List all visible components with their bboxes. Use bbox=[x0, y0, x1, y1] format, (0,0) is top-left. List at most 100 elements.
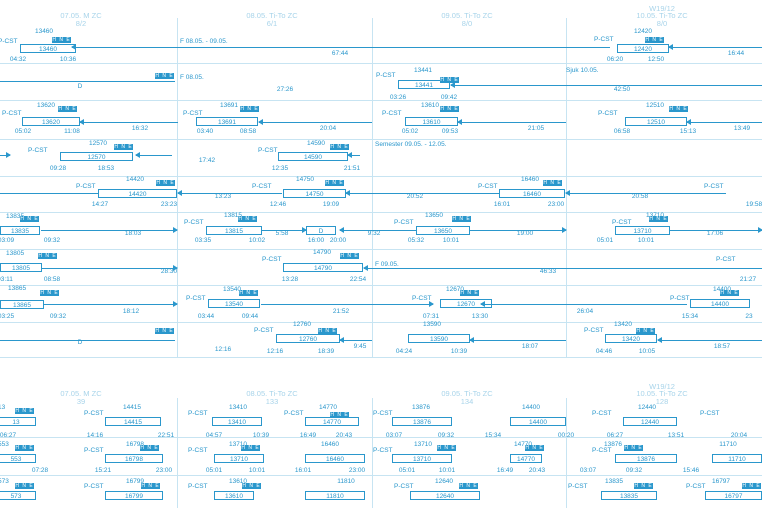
shift-block[interactable]: 11810 bbox=[305, 491, 365, 500]
shift-block[interactable]: 14415 bbox=[105, 417, 161, 426]
time-label: 16460 bbox=[520, 176, 540, 183]
shift-block[interactable]: 16799 bbox=[105, 491, 163, 500]
status-badge: H N E bbox=[340, 253, 359, 259]
time-label: 17:42 bbox=[198, 157, 216, 164]
time-label: 13:51 bbox=[667, 432, 685, 439]
shift-label: Semester 09.05. - 12.05. bbox=[375, 141, 447, 148]
shift-block[interactable]: 12420 bbox=[617, 44, 669, 53]
shift-block[interactable]: 13835 bbox=[0, 226, 40, 235]
row-divider bbox=[0, 437, 762, 438]
shift-block[interactable]: 12570 bbox=[60, 152, 133, 161]
time-label: 07:31 bbox=[422, 313, 440, 320]
shift-label: P-CST bbox=[592, 410, 612, 417]
shift-label: P-CST bbox=[252, 183, 272, 190]
shift-block[interactable]: 573 bbox=[0, 491, 36, 500]
shift-block[interactable]: 13805 bbox=[0, 263, 42, 272]
shift-block[interactable]: 16460 bbox=[499, 189, 565, 198]
time-label: 18:57 bbox=[713, 343, 731, 350]
time-label: 12440 bbox=[637, 404, 657, 411]
shift-block[interactable]: 13420 bbox=[605, 334, 657, 343]
status-badge: H N E bbox=[459, 483, 478, 489]
shift-block[interactable]: 16798 bbox=[105, 454, 163, 463]
shift-block[interactable]: 13610 bbox=[214, 491, 254, 500]
shift-label: P-CST bbox=[686, 483, 706, 490]
time-label: 5:58 bbox=[275, 230, 289, 237]
shift-block[interactable]: 14400 bbox=[510, 417, 566, 426]
shift-block[interactable]: 13815 bbox=[206, 226, 262, 235]
shift-block[interactable]: 11710 bbox=[712, 454, 762, 463]
shift-block[interactable]: 13865 bbox=[0, 300, 44, 309]
shift-block[interactable]: 13876 bbox=[615, 454, 677, 463]
time-label: 20:04 bbox=[319, 125, 337, 132]
status-badge: H N E bbox=[155, 73, 174, 79]
shift-label: 13835 bbox=[6, 213, 25, 220]
shift-block[interactable]: 14770 bbox=[305, 417, 359, 426]
shift-block[interactable]: 16797 bbox=[705, 491, 762, 500]
shift-block[interactable]: 12640 bbox=[410, 491, 480, 500]
time-label: 13410 bbox=[228, 404, 248, 411]
shift-block[interactable]: 12670 bbox=[440, 299, 492, 308]
time-label: 14400 bbox=[521, 404, 541, 411]
time-label: 03:35 bbox=[194, 237, 212, 244]
shift-block[interactable]: 13710 bbox=[615, 226, 670, 235]
time-label: 13460 bbox=[34, 28, 54, 35]
shift-block[interactable]: 13460 bbox=[20, 44, 76, 53]
shift-block[interactable]: 14590 bbox=[278, 152, 348, 161]
time-label: 03:25 bbox=[0, 313, 15, 320]
time-label: 12420 bbox=[633, 28, 653, 35]
shift-block[interactable]: 14790 bbox=[283, 263, 363, 272]
shift-block[interactable]: 12760 bbox=[276, 334, 340, 343]
time-label: 12510 bbox=[645, 102, 665, 109]
shift-block[interactable]: 13835 bbox=[601, 491, 657, 500]
time-label: 22:54 bbox=[349, 276, 367, 283]
shift-block[interactable]: 13876 bbox=[392, 417, 452, 426]
time-label: 19:58 bbox=[745, 201, 762, 208]
shift-block[interactable]: 12440 bbox=[623, 417, 677, 426]
time-label: 10:36 bbox=[59, 56, 77, 63]
status-badge: H N E bbox=[239, 290, 258, 296]
shift-block[interactable]: 14420 bbox=[98, 189, 177, 198]
shift-label: P-CST bbox=[188, 483, 208, 490]
shift-block[interactable]: 16460 bbox=[305, 454, 365, 463]
time-label: 13691 bbox=[219, 102, 239, 109]
shift-label: P-CST bbox=[412, 295, 432, 302]
time-label: 12:50 bbox=[647, 56, 665, 63]
time-label: 18:53 bbox=[97, 165, 115, 172]
status-badge: H N E bbox=[330, 412, 349, 418]
shift-label: P-CST bbox=[568, 483, 588, 490]
shift-block[interactable]: 13410 bbox=[212, 417, 262, 426]
shift-label: P-CST bbox=[258, 147, 278, 154]
time-label: 11810 bbox=[337, 478, 355, 485]
day-header-count: 128 bbox=[655, 397, 669, 406]
shift-block[interactable]: 12510 bbox=[625, 117, 687, 126]
shift-block[interactable]: D bbox=[306, 226, 336, 235]
shift-block[interactable]: 13691 bbox=[196, 117, 258, 126]
time-label: 16:49 bbox=[299, 432, 317, 439]
duty-bar[interactable] bbox=[0, 77, 175, 86]
shift-block[interactable]: 13710 bbox=[214, 454, 264, 463]
shift-block[interactable]: 13590 bbox=[408, 334, 470, 343]
time-label: 19:09 bbox=[322, 201, 340, 208]
shift-block[interactable]: 553 bbox=[0, 454, 36, 463]
shift-block[interactable]: 13540 bbox=[208, 299, 260, 308]
time-label: 13710 bbox=[413, 441, 433, 448]
time-label: 15:46 bbox=[682, 467, 700, 474]
time-label: 9:32 bbox=[367, 230, 381, 237]
shift-block[interactable]: 14400 bbox=[690, 299, 750, 308]
shift-block[interactable]: 14750 bbox=[283, 189, 346, 198]
time-label: 23:00 bbox=[155, 467, 173, 474]
shift-block[interactable]: 13441 bbox=[398, 80, 450, 89]
status-badge: H N E bbox=[624, 445, 643, 451]
shift-block[interactable]: 14770 bbox=[510, 454, 542, 463]
shift-block[interactable]: 13650 bbox=[416, 226, 470, 235]
shift-block[interactable]: 13620 bbox=[22, 117, 80, 126]
week-label: W19/12 bbox=[649, 382, 675, 391]
row-divider bbox=[0, 475, 762, 476]
time-label: 08:58 bbox=[43, 276, 61, 283]
time-label: 13:30 bbox=[471, 313, 489, 320]
shift-block[interactable]: 13 bbox=[0, 417, 36, 426]
time-label: 18:07 bbox=[521, 343, 539, 350]
shift-block[interactable]: 13610 bbox=[405, 117, 458, 126]
shift-block[interactable]: 13710 bbox=[392, 454, 452, 463]
